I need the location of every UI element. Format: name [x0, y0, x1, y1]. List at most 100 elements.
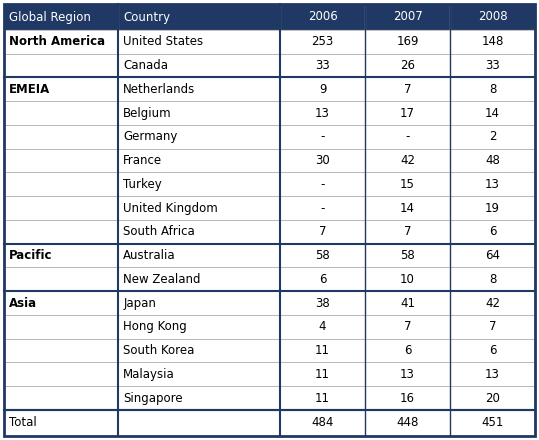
Text: 20: 20 [485, 392, 500, 405]
Bar [365, 339, 450, 363]
Bar [365, 4, 450, 30]
Bar [365, 172, 450, 196]
Bar [4, 220, 118, 244]
Bar [280, 30, 365, 54]
Bar [4, 77, 118, 101]
Text: 7: 7 [319, 225, 326, 238]
Bar [118, 4, 280, 30]
Bar [450, 101, 535, 125]
Bar [450, 386, 535, 410]
Bar [280, 172, 365, 196]
Bar [450, 77, 535, 101]
Bar [118, 244, 280, 268]
Text: 11: 11 [315, 344, 330, 357]
Bar [280, 101, 365, 125]
Bar [118, 125, 280, 149]
Bar [4, 363, 118, 386]
Text: 14: 14 [485, 106, 500, 120]
Bar [118, 77, 280, 101]
Text: 33: 33 [315, 59, 330, 72]
Bar [280, 196, 365, 220]
Bar [4, 30, 118, 54]
Bar [118, 291, 280, 315]
Text: Pacific: Pacific [9, 249, 52, 262]
Text: 58: 58 [400, 249, 415, 262]
Bar [118, 386, 280, 410]
Bar [280, 386, 365, 410]
Text: 14: 14 [400, 202, 415, 215]
Bar [4, 339, 118, 363]
Text: 448: 448 [396, 417, 419, 429]
Text: 451: 451 [481, 417, 504, 429]
Bar [4, 172, 118, 196]
Bar [450, 291, 535, 315]
Bar [450, 315, 535, 339]
Bar [280, 315, 365, 339]
Bar [280, 291, 365, 315]
Bar [280, 410, 365, 436]
Bar [365, 77, 450, 101]
Text: Turkey: Turkey [123, 178, 162, 191]
Bar [450, 220, 535, 244]
Bar [450, 363, 535, 386]
Text: Canada: Canada [123, 59, 168, 72]
Text: 42: 42 [485, 297, 500, 310]
Text: -: - [405, 130, 410, 143]
Bar [365, 386, 450, 410]
Bar [118, 30, 280, 54]
Bar [4, 315, 118, 339]
Bar [365, 220, 450, 244]
Bar [280, 268, 365, 291]
Text: 4: 4 [319, 320, 326, 334]
Text: -: - [320, 130, 325, 143]
Bar [280, 339, 365, 363]
Text: Germany: Germany [123, 130, 177, 143]
Bar [280, 4, 365, 30]
Bar [365, 363, 450, 386]
Text: Japan: Japan [123, 297, 156, 310]
Text: 41: 41 [400, 297, 415, 310]
Bar [450, 172, 535, 196]
Text: Asia: Asia [9, 297, 37, 310]
Text: 8: 8 [489, 273, 496, 286]
Text: 484: 484 [312, 417, 334, 429]
Bar [4, 386, 118, 410]
Bar [365, 268, 450, 291]
Text: Total: Total [9, 417, 37, 429]
Bar [4, 4, 118, 30]
Text: 58: 58 [315, 249, 330, 262]
Bar [4, 196, 118, 220]
Bar [450, 125, 535, 149]
Text: United Kingdom: United Kingdom [123, 202, 218, 215]
Bar [118, 410, 280, 436]
Bar [118, 315, 280, 339]
Bar [280, 125, 365, 149]
Bar [118, 196, 280, 220]
Bar [365, 410, 450, 436]
Bar [4, 125, 118, 149]
Text: South Africa: South Africa [123, 225, 195, 238]
Text: 7: 7 [404, 83, 411, 96]
Text: Country: Country [123, 11, 170, 23]
Text: 64: 64 [485, 249, 500, 262]
Text: 169: 169 [396, 35, 419, 48]
Text: 11: 11 [315, 392, 330, 405]
Bar [365, 125, 450, 149]
Bar [4, 291, 118, 315]
Text: 13: 13 [315, 106, 330, 120]
Bar [280, 363, 365, 386]
Bar [280, 77, 365, 101]
Text: 6: 6 [404, 344, 411, 357]
Bar [450, 244, 535, 268]
Text: North America: North America [9, 35, 105, 48]
Text: -: - [320, 202, 325, 215]
Bar [280, 149, 365, 172]
Text: South Korea: South Korea [123, 344, 195, 357]
Bar [118, 172, 280, 196]
Text: 6: 6 [489, 225, 496, 238]
Text: 7: 7 [489, 320, 496, 334]
Text: 253: 253 [312, 35, 334, 48]
Bar [450, 339, 535, 363]
Text: Malaysia: Malaysia [123, 368, 175, 381]
Text: 19: 19 [485, 202, 500, 215]
